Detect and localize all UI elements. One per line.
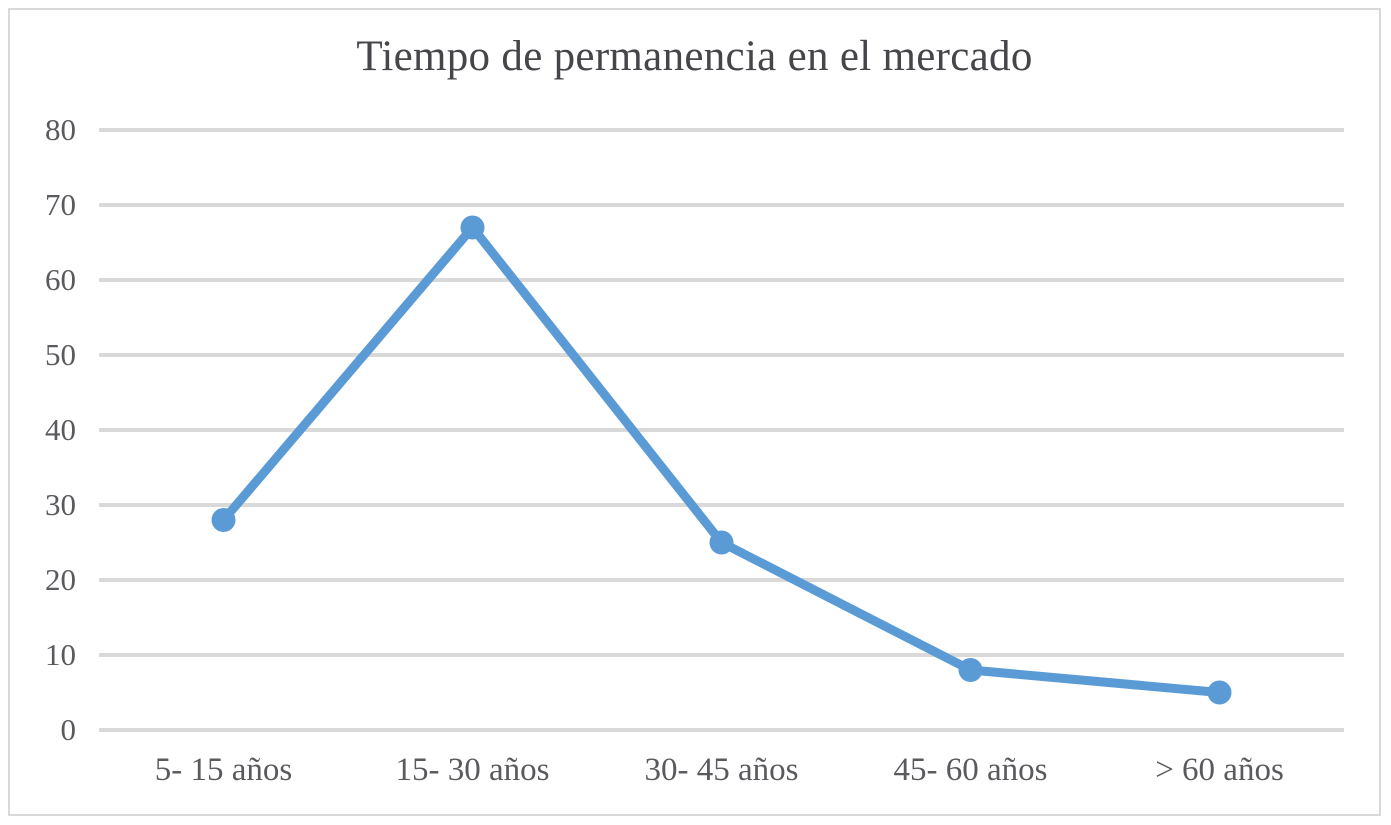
data-point-marker	[460, 215, 485, 240]
y-axis-tick-label: 70	[45, 187, 76, 222]
y-axis-tick-label: 60	[45, 262, 76, 297]
data-point-marker	[709, 530, 734, 555]
y-axis-tick-label: 50	[45, 337, 76, 372]
x-axis-tick-labels: 5- 15 años 15- 30 años 30- 45 años 45- 60 a…	[99, 752, 1344, 802]
x-axis-tick-label: > 60 años	[1155, 752, 1284, 788]
y-axis-tick-label: 0	[60, 712, 77, 747]
line-series-layer	[211, 215, 1232, 705]
chart-container: Tiempo de permanencia en el mercado 0 10 2…	[8, 8, 1381, 816]
gridline-70	[99, 203, 1344, 207]
x-axis-tick-label: 45- 60 años	[893, 752, 1048, 788]
y-axis-tick-label: 20	[45, 562, 76, 597]
data-point-marker	[211, 508, 236, 532]
gridline-40	[99, 428, 1344, 432]
gridline-50	[99, 353, 1344, 357]
x-axis-tick-label: 15- 30 años	[395, 752, 550, 788]
y-axis-tick-label: 10	[45, 637, 76, 672]
series-line	[219, 223, 1224, 697]
plot-area	[99, 128, 1344, 732]
data-point-marker	[1207, 680, 1232, 705]
gridline-60	[99, 278, 1344, 282]
x-axis-tick-label: 30- 45 años	[644, 752, 799, 788]
y-axis-tick-label: 80	[45, 112, 76, 147]
chart-title: Tiempo de permanencia en el mercado	[356, 33, 1033, 80]
y-axis-tick-labels: 0 10 20 30 40 50 60 70 80	[10, 114, 90, 745]
y-axis-tick-label: 30	[45, 487, 76, 522]
data-point-marker	[958, 658, 983, 682]
y-axis-tick-label: 40	[45, 412, 76, 447]
x-axis-tick-label: 5- 15 años	[154, 752, 293, 788]
gridline-80	[99, 128, 1344, 132]
gridline-10	[99, 653, 1344, 657]
gridline-30	[99, 503, 1344, 507]
gridline-0	[99, 728, 1344, 732]
gridline-20	[99, 578, 1344, 582]
